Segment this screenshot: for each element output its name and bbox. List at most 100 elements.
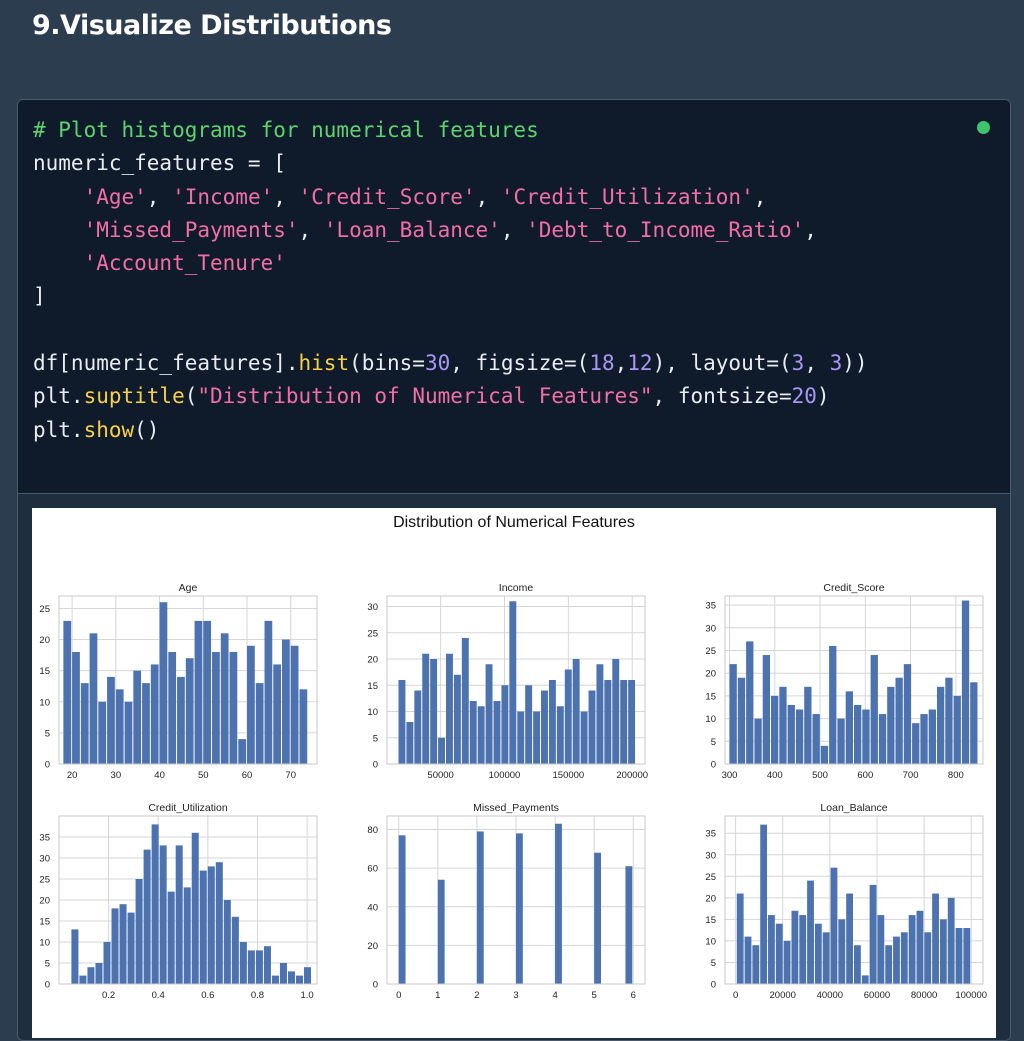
histogram-bar (924, 932, 932, 984)
histogram-bar (783, 940, 791, 984)
histogram-bar (737, 677, 746, 764)
histogram-bar (779, 686, 787, 764)
histogram-bar (212, 652, 220, 764)
x-tick-label: 60000 (864, 990, 890, 1001)
code-token: plt. (33, 384, 84, 409)
status-dot-icon (977, 121, 990, 134)
code-token: plt. (33, 417, 84, 442)
y-tick-label: 80 (367, 825, 378, 836)
x-tick-label: 40000 (817, 990, 843, 1001)
histogram-bar (961, 600, 970, 764)
code-line: 'Age', 'Income', 'Credit_Score', 'Credit… (33, 184, 767, 209)
y-tick-label: 25 (39, 604, 50, 615)
code-line: plt.show() (33, 418, 159, 442)
y-tick-label: 0 (45, 760, 50, 771)
histogram-bar (207, 866, 215, 984)
code-token: 'Loan_Balance' (323, 217, 501, 242)
histogram-bar (89, 633, 98, 764)
code-line: ] (33, 284, 46, 308)
histogram-bar (920, 714, 928, 764)
histogram-bar (115, 689, 124, 764)
histogram-bar (80, 683, 89, 764)
histogram-bar (588, 690, 596, 764)
histogram-bar (556, 706, 564, 764)
histogram-bar (437, 879, 445, 984)
code-line: df[numeric_features].hist(bins=30, figsi… (33, 351, 868, 375)
histogram-bar (822, 932, 830, 984)
code-token: show (83, 417, 135, 442)
axes-frame (386, 815, 646, 985)
histogram-bar (199, 870, 207, 984)
histogram-bar (916, 910, 924, 984)
code-token: , (298, 217, 324, 242)
histogram-bar (912, 723, 920, 764)
histogram-bar (263, 946, 271, 984)
y-tick-label: 5 (711, 737, 716, 748)
y-tick-label: 5 (45, 728, 50, 739)
x-tick-label: 0 (733, 990, 738, 1001)
x-tick-label: 100000 (489, 770, 521, 781)
histogram-bar (177, 676, 185, 764)
x-tick-label: 70 (285, 770, 296, 781)
histogram-bar (63, 620, 72, 764)
histogram-bar (143, 849, 151, 984)
code-token: ] (33, 284, 46, 309)
y-tick-label: 5 (711, 958, 716, 969)
histogram-bar (612, 659, 620, 764)
histogram-bar (107, 676, 115, 764)
histogram-bar (928, 709, 936, 764)
histogram-bar (151, 824, 159, 984)
histogram-bar (760, 824, 768, 984)
histogram-bar (127, 912, 135, 984)
y-tick-label: 10 (39, 697, 50, 708)
code-token: "Distribution of Numerical Features" (197, 384, 653, 409)
histogram-bar (885, 945, 893, 984)
histogram-bar (453, 674, 461, 764)
histogram-bar (762, 655, 771, 764)
histogram-bar (862, 709, 870, 764)
y-tick-label: 15 (39, 917, 50, 928)
cell-output: Distribution of Numerical Features Age 20 3… (18, 494, 1010, 1040)
histogram-bar (908, 915, 916, 984)
histogram-bar (548, 680, 556, 764)
histogram-bar (604, 680, 612, 764)
subplot-title: Income (499, 582, 534, 594)
y-tick-label: 0 (45, 980, 50, 991)
histogram-bar (150, 664, 159, 764)
y-tick-label: 0 (373, 980, 378, 991)
histogram-bar (264, 620, 273, 764)
histogram-bar (229, 652, 238, 764)
x-tick-label: 600 (857, 770, 873, 781)
y-tick-label: 10 (367, 707, 378, 718)
notebook-cell[interactable]: # Plot histograms for numerical features… (17, 99, 1011, 1041)
code-token: , (804, 351, 830, 376)
histogram-bar (804, 686, 812, 764)
histogram-bar (795, 709, 804, 764)
histogram-bar (183, 887, 191, 984)
histogram-bar (775, 923, 783, 984)
code-token: , (753, 184, 767, 209)
histogram-bar (476, 831, 484, 984)
code-block[interactable]: # Plot histograms for numerical features… (33, 114, 868, 447)
histogram-bar (830, 867, 838, 984)
histogram-bar (517, 711, 525, 764)
histogram-bar (970, 682, 978, 764)
y-tick-label: 10 (39, 938, 50, 949)
histogram-bar (838, 919, 846, 984)
histogram-bar (255, 950, 263, 984)
subplot-title: Age (179, 582, 198, 594)
histogram-bar (768, 915, 775, 984)
histogram-bar (168, 652, 177, 764)
histogram-bar (422, 653, 430, 764)
y-tick-label: 25 (705, 646, 716, 657)
x-tick-label: 1 (435, 990, 440, 1001)
axes-frame (58, 595, 318, 765)
x-tick-label: 50000 (427, 770, 453, 781)
histogram-bar (903, 664, 912, 764)
histogram-bar (955, 928, 963, 984)
code-editor[interactable]: # Plot histograms for numerical features… (18, 100, 1010, 494)
histogram-bar (446, 653, 453, 764)
code-token: 3 (791, 351, 805, 376)
y-tick-label: 20 (705, 893, 716, 904)
x-tick-label: 800 (948, 770, 964, 781)
